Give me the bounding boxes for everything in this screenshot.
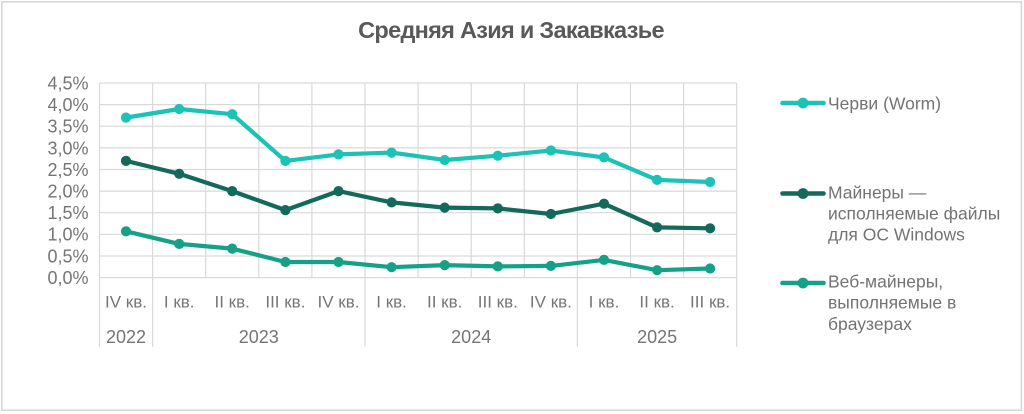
svg-text:III кв.: III кв. <box>690 293 730 312</box>
svg-text:I кв.: I кв. <box>376 293 407 312</box>
svg-text:IV кв.: IV кв. <box>318 293 360 312</box>
svg-text:Черви (Worm): Черви (Worm) <box>828 93 941 113</box>
svg-text:I кв.: I кв. <box>164 293 195 312</box>
svg-text:Майнеры —: Майнеры — <box>828 183 927 203</box>
svg-text:выполняемые в: выполняемые в <box>828 293 956 313</box>
svg-text:4,5%: 4,5% <box>47 73 88 93</box>
svg-text:I кв.: I кв. <box>589 293 620 312</box>
svg-text:IV кв.: IV кв. <box>530 293 572 312</box>
svg-text:2,5%: 2,5% <box>47 160 88 180</box>
svg-text:2023: 2023 <box>239 327 279 347</box>
svg-text:II кв.: II кв. <box>427 293 462 312</box>
svg-text:IV кв.: IV кв. <box>105 293 147 312</box>
svg-text:исполняемые файлы: исполняемые файлы <box>828 204 1000 224</box>
svg-text:1,0%: 1,0% <box>47 225 88 245</box>
svg-text:2022: 2022 <box>106 327 146 347</box>
svg-text:III кв.: III кв. <box>478 293 518 312</box>
svg-text:Средняя Азия и Закавказье: Средняя Азия и Закавказье <box>358 17 664 43</box>
svg-text:II кв.: II кв. <box>215 293 250 312</box>
svg-text:3,5%: 3,5% <box>47 117 88 137</box>
svg-text:4,0%: 4,0% <box>47 95 88 115</box>
svg-text:2024: 2024 <box>451 327 491 347</box>
svg-text:2025: 2025 <box>637 327 677 347</box>
svg-text:II кв.: II кв. <box>639 293 674 312</box>
svg-text:3,0%: 3,0% <box>47 138 88 158</box>
svg-text:2,0%: 2,0% <box>47 182 88 202</box>
svg-text:1,5%: 1,5% <box>47 203 88 223</box>
svg-text:браузерах: браузерах <box>828 314 912 334</box>
svg-text:III кв.: III кв. <box>265 293 305 312</box>
svg-text:0,0%: 0,0% <box>47 268 88 288</box>
svg-text:Веб-майнеры,: Веб-майнеры, <box>828 272 943 292</box>
svg-text:для ОС Windows: для ОС Windows <box>828 225 965 245</box>
svg-text:0,5%: 0,5% <box>47 246 88 266</box>
